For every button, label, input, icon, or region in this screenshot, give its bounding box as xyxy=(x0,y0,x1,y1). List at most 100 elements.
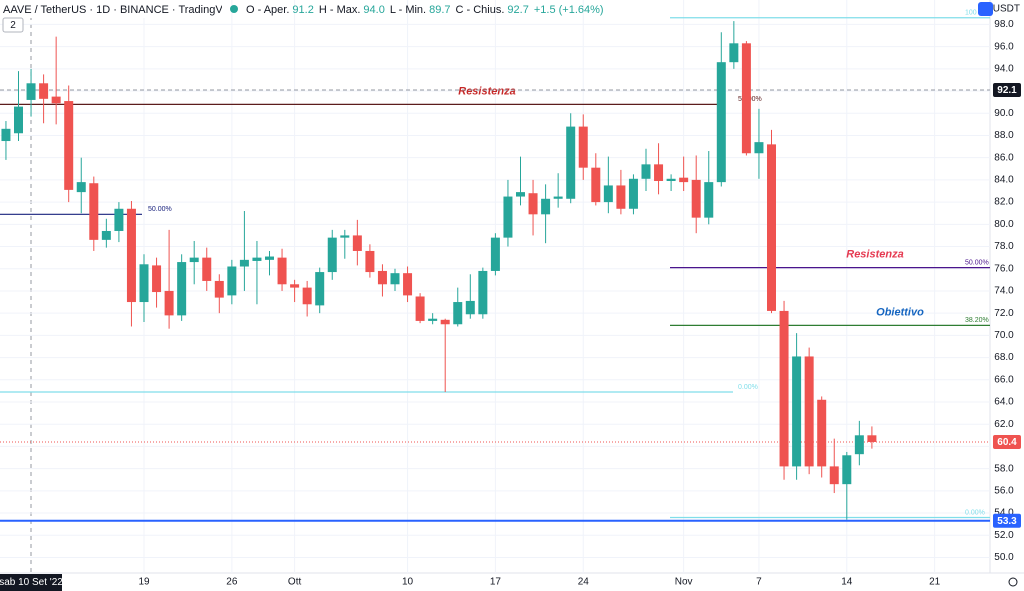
crosshair-label-bg xyxy=(0,574,62,591)
candle-body xyxy=(478,270,488,315)
candle-body xyxy=(867,435,877,442)
candle-body xyxy=(302,287,312,305)
candle-body xyxy=(628,178,638,209)
candle-body xyxy=(101,230,111,240)
candle-body xyxy=(177,262,187,316)
candle-body xyxy=(139,264,149,303)
price-label: 60.4 xyxy=(997,437,1017,448)
y-tick-label: 58.0 xyxy=(994,463,1014,474)
candle-body xyxy=(114,208,124,231)
y-tick-label: 86.0 xyxy=(994,152,1014,163)
candle-body xyxy=(51,96,61,104)
candle-body xyxy=(26,83,36,100)
candle-body xyxy=(541,198,551,215)
y-tick-label: 70.0 xyxy=(994,330,1014,341)
candle-body xyxy=(854,435,864,455)
candle-body xyxy=(716,62,726,183)
candle-body xyxy=(164,290,174,316)
annotation-text: Resistenza xyxy=(458,85,515,97)
currency-icon[interactable] xyxy=(978,2,993,16)
status-dot xyxy=(230,5,238,13)
y-tick-label: 66.0 xyxy=(994,374,1014,385)
field-label: C - Chius. xyxy=(456,4,505,16)
y-tick-label: 96.0 xyxy=(994,41,1014,52)
candle-body xyxy=(265,256,274,260)
badge-box[interactable] xyxy=(2,17,24,33)
annotation-level: 50.00% xyxy=(148,206,172,213)
candle-body xyxy=(64,101,74,190)
candle-body xyxy=(39,83,49,99)
candle-body xyxy=(152,265,162,293)
candle-body xyxy=(126,208,136,303)
x-tick-label: 7 xyxy=(756,577,762,588)
price-label: 53.3 xyxy=(997,516,1017,527)
y-tick-label: 76.0 xyxy=(994,263,1014,274)
badge: 2 xyxy=(10,20,16,31)
annotation-text: Obiettivo xyxy=(876,306,924,318)
x-tick-label: 14 xyxy=(841,577,853,588)
y-tick-label: 74.0 xyxy=(994,286,1014,297)
candle-body xyxy=(503,196,513,238)
candle-body xyxy=(327,237,337,273)
candle-body xyxy=(14,106,23,134)
price-label: 92.1 xyxy=(997,85,1017,96)
candle-body xyxy=(654,164,664,182)
candle-body xyxy=(741,43,751,154)
y-tick-label: 90.0 xyxy=(994,108,1014,119)
y-tick-label: 52.0 xyxy=(994,530,1014,541)
y-tick-label: 50.0 xyxy=(994,552,1014,563)
candle-body xyxy=(704,182,714,218)
annotation-text: Resistenza xyxy=(846,249,903,261)
candle-body xyxy=(290,284,300,288)
candle-body xyxy=(603,185,613,203)
y-tick-label: 64.0 xyxy=(994,397,1014,408)
x-tick-label: Ott xyxy=(288,577,302,588)
field-value: 94.0 xyxy=(363,4,384,16)
price-label-bg xyxy=(993,513,1021,528)
candle-body xyxy=(227,266,237,296)
candle-body xyxy=(754,142,764,154)
candle-body xyxy=(277,257,287,285)
x-tick-label: Nov xyxy=(675,577,693,588)
candle-body xyxy=(817,399,827,467)
field-value: 91.2 xyxy=(292,4,313,16)
settings-icon[interactable] xyxy=(1008,577,1018,587)
candle-body xyxy=(89,183,99,240)
candle-body xyxy=(202,257,212,281)
y-tick-label: 72.0 xyxy=(994,308,1014,319)
candle-body xyxy=(641,164,651,179)
candle-body xyxy=(666,178,676,182)
y-tick-label: 56.0 xyxy=(994,485,1014,496)
candle-body xyxy=(390,273,400,285)
candle-body xyxy=(779,310,789,467)
candle-body xyxy=(315,272,325,306)
x-tick-label: 10 xyxy=(402,577,414,588)
candle-body xyxy=(767,144,776,311)
x-tick-label: 21 xyxy=(929,577,941,588)
title-bg xyxy=(0,0,231,18)
annotations: 50.00%Resistenza50.00%0.00%10050.00%Resi… xyxy=(0,10,990,522)
annotation-level: 100 xyxy=(965,10,977,17)
y-tick-label: 82.0 xyxy=(994,197,1014,208)
candle-body xyxy=(804,356,814,467)
field-label: L - Min. xyxy=(390,4,426,16)
candle-body xyxy=(566,126,576,199)
y-tick-label: 54.0 xyxy=(994,508,1014,519)
candle-body xyxy=(553,196,563,199)
candle-body xyxy=(691,179,701,218)
candle-body xyxy=(578,126,588,168)
annotation-level: 38.20% xyxy=(965,317,989,324)
candle-body xyxy=(516,192,525,197)
field-value: 92.7 xyxy=(507,4,528,16)
candle-body xyxy=(528,193,538,215)
field-label: H - Max. xyxy=(319,4,361,16)
currency: USDT xyxy=(993,4,1020,15)
candle-body xyxy=(365,250,375,273)
annotation-level: 0.00% xyxy=(738,384,758,391)
candle-body xyxy=(829,466,839,485)
y-tick-label: 78.0 xyxy=(994,241,1014,252)
candle-body xyxy=(591,167,601,203)
candle-body xyxy=(239,259,249,267)
candle-body xyxy=(842,455,852,485)
